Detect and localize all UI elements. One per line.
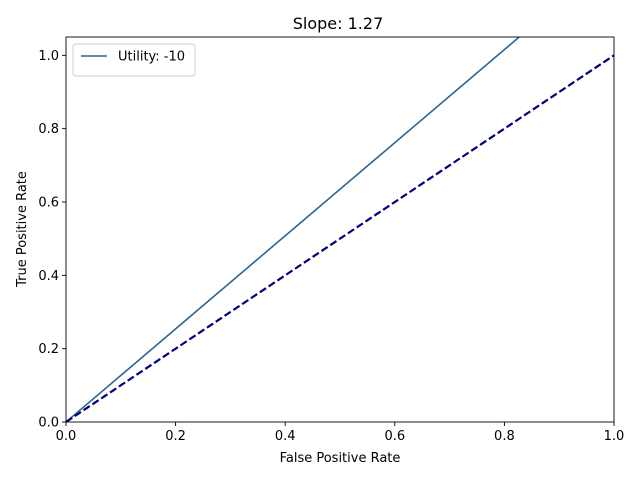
x-tick-label: 0.0 (56, 429, 77, 444)
x-tick-label: 0.8 (494, 429, 515, 444)
chance-diagonal-line (66, 54, 614, 422)
y-axis-label: True Positive Rate (15, 171, 30, 288)
legend-box (72, 43, 196, 77)
x-tick-label: 0.6 (384, 429, 405, 444)
legend-label: Utility: -10 (118, 50, 185, 65)
plot-area (65, 36, 615, 423)
x-tick-label: 0.2 (165, 429, 186, 444)
axes-frame (65, 36, 615, 423)
y-tick-label: 1.0 (38, 49, 59, 64)
legend: Utility: -10 (72, 43, 196, 77)
y-tick-label: 0.6 (38, 196, 59, 211)
x-axis-label: False Positive Rate (280, 451, 401, 466)
y-tick-label: 0.4 (38, 269, 59, 284)
y-tick-label: 0.2 (38, 342, 59, 357)
chart-title: Slope: 1.27 (293, 14, 384, 33)
axis-ticks: 0.0 0.2 0.4 0.6 0.8 1.0 0.0 0.2 0.4 0.6 0.8 1.0 (38, 49, 624, 444)
y-tick-label: 0.8 (38, 122, 59, 137)
x-tick-label: 0.4 (275, 429, 296, 444)
series-group (66, 37, 614, 422)
x-tick-label: 1.0 (604, 429, 625, 444)
y-tick-label: 0.0 (38, 416, 59, 431)
utility-line (66, 37, 520, 422)
